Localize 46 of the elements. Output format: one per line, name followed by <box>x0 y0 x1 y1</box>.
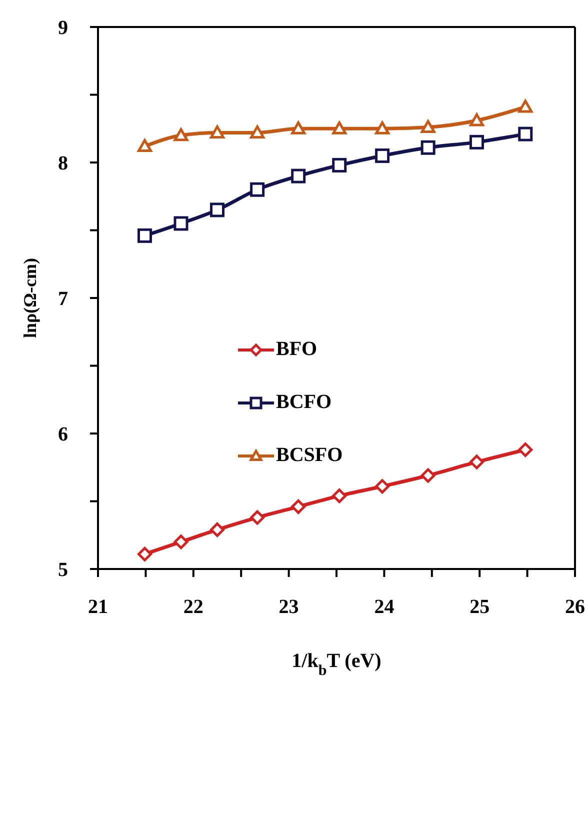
point <box>137 138 152 152</box>
point <box>332 158 347 172</box>
point <box>518 100 533 113</box>
point <box>469 454 484 470</box>
point <box>518 126 533 142</box>
point <box>469 113 484 126</box>
point <box>469 134 484 150</box>
point <box>420 468 436 483</box>
point <box>375 148 390 163</box>
point <box>375 479 390 494</box>
point <box>518 442 533 458</box>
point <box>375 121 390 134</box>
x-tick-label: 22 <box>183 596 204 618</box>
legend-label: BFO <box>276 338 318 361</box>
point <box>137 546 152 562</box>
legend-label: BCFO <box>276 391 332 414</box>
x-axis-title: 1/k$_{b}$T (eV) <box>292 650 382 679</box>
point <box>174 534 188 550</box>
x-tick-label: 21 <box>88 596 108 618</box>
point <box>210 202 224 218</box>
point <box>250 182 265 197</box>
x-tick-label: 26 <box>565 596 585 618</box>
point <box>291 168 306 184</box>
point <box>250 125 265 138</box>
x-tick-label: 23 <box>278 596 299 618</box>
point <box>137 228 152 243</box>
point <box>332 121 347 134</box>
y-tick-label: 9 <box>58 17 68 40</box>
point <box>210 522 224 537</box>
point <box>210 125 224 138</box>
y-tick-label: 6 <box>58 424 68 446</box>
point <box>332 488 347 504</box>
y-tick-label: 8 <box>58 152 68 175</box>
x-tick-label: 25 <box>470 596 490 618</box>
point <box>174 216 188 231</box>
point <box>250 510 265 525</box>
y-tick-label: 7 <box>58 288 68 310</box>
legend-label: BCSFO <box>276 444 343 467</box>
point <box>420 140 436 155</box>
point <box>291 121 306 134</box>
point <box>291 499 306 514</box>
x-tick-label: 24 <box>374 596 394 618</box>
y-axis-title: lnρ(Ω-cm) <box>20 258 40 338</box>
y-tick-label: 5 <box>58 559 68 582</box>
point <box>420 120 436 134</box>
point <box>174 128 188 142</box>
